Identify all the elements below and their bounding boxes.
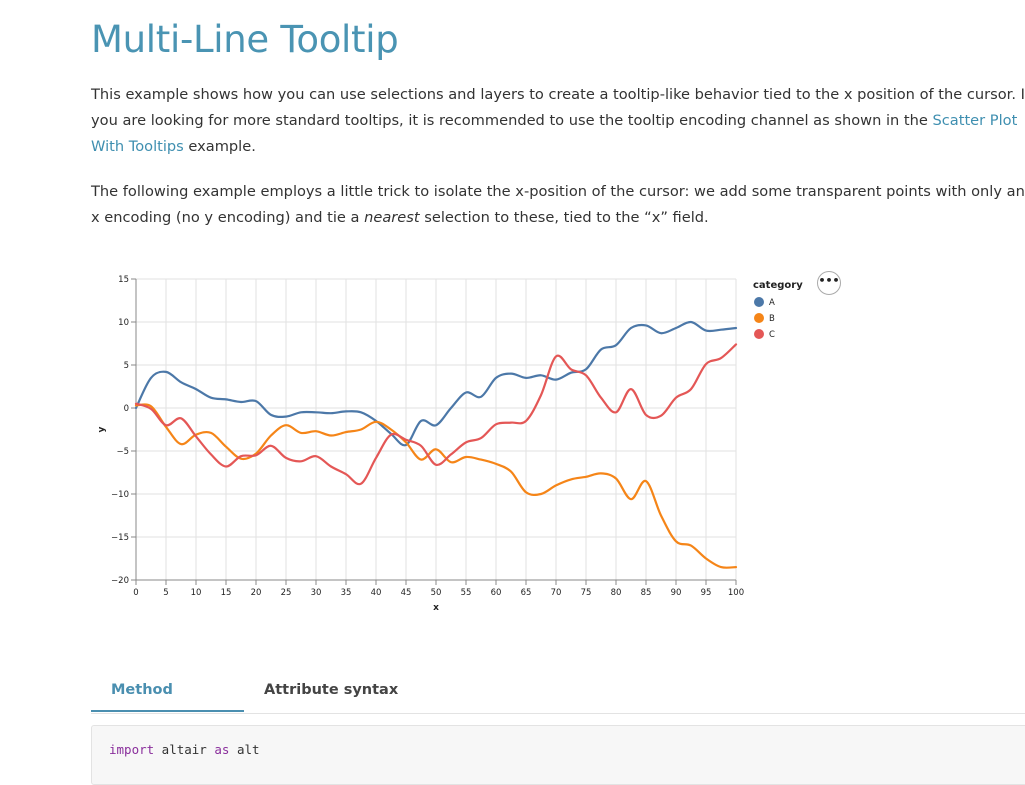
x-tick-label: 10 (191, 588, 202, 598)
x-tick-label: 5 (163, 588, 168, 598)
x-tick-label: 60 (491, 588, 502, 598)
x-tick-label: 50 (431, 588, 442, 598)
y-tick-label: −15 (111, 533, 129, 543)
code-alias: alt (229, 742, 260, 757)
chart-actions-button[interactable]: ••• (817, 271, 841, 295)
legend-label-b: B (769, 314, 775, 324)
x-tick-label: 35 (341, 588, 352, 598)
x-tick-label: 90 (671, 588, 682, 598)
legend-symbol-c (754, 329, 764, 339)
code-line: import altair as alt (109, 742, 260, 757)
series-line-c[interactable] (134, 343, 738, 486)
x-tick-label: 65 (521, 588, 532, 598)
x-tick-label: 100 (728, 588, 744, 598)
code-keyword-import: import (109, 742, 155, 757)
y-tick-label: 15 (118, 275, 129, 285)
legend-title: category (753, 280, 803, 291)
legend-symbol-a (754, 297, 764, 307)
x-tick-label: 45 (401, 588, 412, 598)
x-tick-label: 30 (311, 588, 322, 598)
legend: category ABC (753, 280, 803, 340)
y-tick-label: 10 (118, 318, 129, 328)
y-tick-label: −10 (111, 490, 129, 500)
series-lines[interactable] (134, 320, 738, 569)
x-tick-label: 75 (581, 588, 592, 598)
x-tick-label: 85 (641, 588, 652, 598)
code-module: altair (154, 742, 215, 757)
code-keyword-as: as (214, 742, 230, 757)
intro-text: This example shows how you can use selec… (91, 86, 1025, 129)
legend-label-a: A (769, 298, 775, 308)
y-tick-label: 0 (124, 404, 129, 414)
x-tick-label: 80 (611, 588, 622, 598)
y-axis-title: y (97, 426, 107, 432)
legend-symbol-b (754, 313, 764, 323)
y-tick-label: −5 (116, 447, 129, 457)
axes: 0 5 10 15 20 25 30 35 40 45 50 55 60 65 70 75 80 85 90 95 10… (97, 275, 744, 613)
x-tick-label: 20 (251, 588, 262, 598)
grid-lines (135, 278, 737, 581)
x-tick-label: 40 (371, 588, 382, 598)
y-tick-label: 5 (124, 361, 129, 371)
tab-method-syntax[interactable]: Method syntax (91, 668, 244, 742)
tab-attribute-syntax[interactable]: Attribute syntax (264, 682, 399, 698)
series-line-a[interactable] (134, 320, 738, 447)
multi-line-chart[interactable]: 0 5 10 15 20 25 30 35 40 45 50 55 60 65 70 75 80 85 90 95 10… (91, 252, 851, 622)
syntax-tabs: Method syntax Attribute syntax (91, 668, 1025, 742)
trick-text-end: selection to these, tied to the “x” fiel… (419, 209, 709, 226)
x-tick-label: 0 (133, 588, 138, 598)
scatter-tooltips-link[interactable]: Scatter Plot With Tooltips (91, 112, 1018, 155)
trick-paragraph: The following example employs a little t… (91, 179, 1025, 231)
x-tick-label: 15 (221, 588, 232, 598)
code-block[interactable]: import altair as alt (91, 725, 1025, 785)
intro-paragraph: This example shows how you can use selec… (91, 82, 1025, 160)
y-tick-label: −20 (111, 576, 129, 586)
page-title: Multi-Line Tooltip (91, 18, 399, 61)
x-tick-label: 95 (701, 588, 712, 598)
intro-text-end: example. (183, 138, 256, 155)
x-tick-label: 55 (461, 588, 472, 598)
nearest-emphasis: nearest (364, 209, 420, 226)
series-line-b[interactable] (134, 403, 738, 569)
trick-text: The following example employs a little t… (91, 183, 1025, 226)
x-tick-label: 70 (551, 588, 562, 598)
x-tick-label: 25 (281, 588, 292, 598)
x-axis-title: x (433, 603, 439, 613)
legend-label-c: C (769, 330, 775, 340)
